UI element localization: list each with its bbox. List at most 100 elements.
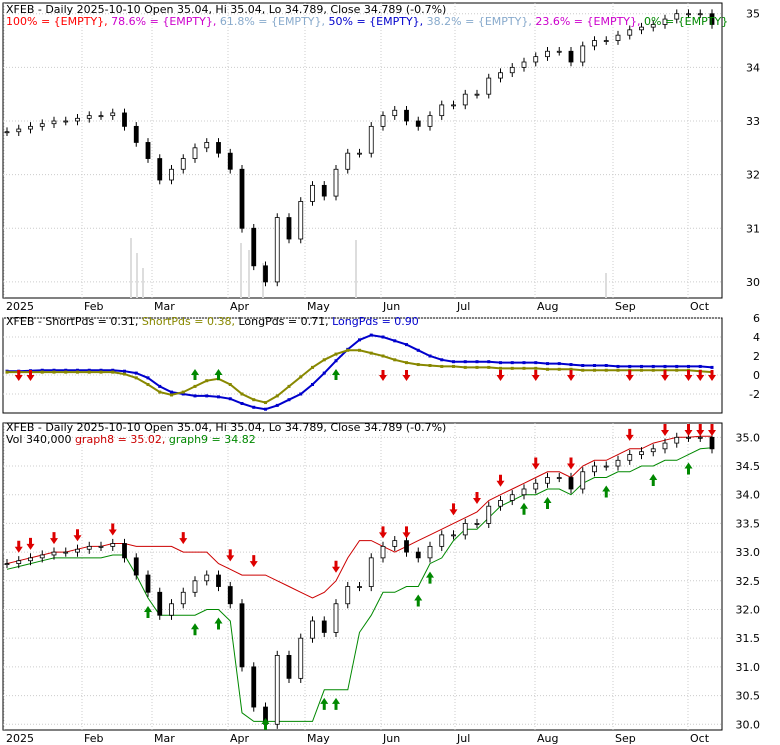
- oscillator-point: [64, 368, 68, 372]
- oscillator-point: [5, 370, 9, 374]
- candle: [427, 115, 433, 127]
- candle: [603, 40, 609, 42]
- legend-entry: 78.6% = {EMPTY},: [108, 15, 217, 28]
- candle: [98, 545, 104, 548]
- candle: [180, 591, 186, 605]
- candle: [310, 184, 315, 202]
- oscillator-point: [76, 368, 79, 372]
- oscillator-point: [522, 366, 526, 370]
- signal-candles: [4, 432, 715, 729]
- oscillator-point: [334, 359, 338, 363]
- x-tick-label: May: [307, 300, 330, 313]
- oscillator-point: [534, 361, 538, 365]
- sell-arrow: [449, 503, 458, 516]
- sell-arrow: [26, 537, 35, 550]
- x-tick-label: Oct: [690, 300, 710, 313]
- volume-bar: [262, 263, 264, 298]
- candle: [474, 523, 480, 525]
- oscillator-point: [569, 363, 573, 367]
- oscillator-point: [616, 368, 620, 372]
- oscillator-point: [475, 365, 479, 369]
- candle: [239, 603, 245, 668]
- candle: [321, 184, 327, 197]
- x-tick-label: Apr: [230, 300, 250, 313]
- signal-legend: XFEB - Daily 2025-10-10 Open 35.04, Hi 3…: [6, 421, 446, 434]
- volume-bar: [248, 250, 250, 298]
- candle: [133, 557, 139, 576]
- oscillator-point: [381, 335, 385, 339]
- candle: [462, 93, 468, 106]
- legend-entry: graph8 = 35.02,: [71, 433, 165, 446]
- volume-bar: [136, 253, 138, 298]
- oscillator-point: [440, 358, 444, 362]
- price-gridlines: [3, 3, 722, 298]
- candle: [592, 465, 597, 473]
- candle: [39, 554, 45, 559]
- buy-arrow: [261, 718, 270, 730]
- candle: [274, 655, 280, 725]
- y-tick-label: 33.5: [736, 517, 761, 530]
- y-tick-label: 34: [746, 61, 760, 74]
- oscillator-point: [299, 392, 303, 396]
- oscillator-point: [146, 376, 150, 380]
- oscillator-point: [99, 368, 103, 372]
- oscillator-point: [193, 384, 197, 388]
- oscillator-point: [228, 397, 232, 401]
- oscillator-legend: XFEB - ShortPds = 0.31, ShortPds = 0.38,…: [6, 315, 419, 328]
- oscillator-point: [557, 362, 561, 366]
- candle: [686, 436, 691, 439]
- oscillator-point: [252, 405, 256, 409]
- sell-arrow: [26, 370, 35, 381]
- volume-bar: [240, 243, 242, 298]
- sell-arrow: [531, 370, 540, 381]
- oscillator-point: [123, 372, 126, 376]
- oscillator-point: [510, 361, 514, 365]
- sell-arrow: [708, 424, 716, 436]
- oscillator-point: [640, 364, 643, 368]
- signal-gridlines: [3, 423, 722, 730]
- candle: [274, 217, 280, 283]
- oscillator-point: [393, 339, 397, 343]
- candle: [697, 436, 703, 439]
- candle: [239, 168, 245, 229]
- candle: [357, 586, 362, 588]
- price-y-tick-labels: 30 31 32 33 34 35: [746, 8, 760, 289]
- candle: [556, 50, 562, 53]
- oscillator-point: [416, 363, 420, 367]
- sell-arrow: [567, 457, 575, 470]
- candle: [603, 465, 609, 468]
- oscillator-point: [311, 383, 314, 386]
- sell-arrow: [402, 526, 411, 539]
- signal-x-tick-labels: 2025 Feb Mar Apr May Jun Jul Aug Sep Oct: [6, 732, 710, 745]
- buy-arrow: [191, 623, 199, 636]
- x-tick-label: May: [307, 732, 330, 745]
- candle: [674, 436, 680, 444]
- oscillator-point: [428, 364, 432, 367]
- oscillator-point: [546, 367, 549, 371]
- buy-arrow: [332, 697, 340, 710]
- oscillator-point: [275, 394, 279, 398]
- oscillator-point: [393, 358, 397, 362]
- oscillator-point: [675, 364, 679, 368]
- candle: [28, 557, 33, 562]
- candle: [439, 104, 445, 117]
- sell-arrow: [332, 560, 340, 573]
- oscillator-point: [205, 394, 209, 398]
- candle: [39, 123, 45, 127]
- legend-entry: XFEB - ShortPds = 0.31,: [6, 315, 138, 328]
- oscillator-signal-arrows: [14, 369, 716, 381]
- legend-entry: LongPds = 0.90: [329, 315, 419, 328]
- y-tick-label: 34.5: [736, 460, 761, 473]
- y-tick-label: 33: [746, 115, 760, 128]
- candle: [427, 545, 433, 559]
- oscillator-panel: 6 4 2 0 -2 XFEB - ShortPds = 0.31, ShortPds …: [2, 312, 760, 414]
- y-tick-label: 35.0: [736, 431, 761, 444]
- oscillator-point: [475, 360, 479, 364]
- oscillator-point: [581, 364, 585, 367]
- price-volume-bars: [130, 238, 607, 298]
- legend-entry: graph9 = 34.82: [165, 433, 255, 446]
- oscillator-point: [510, 366, 514, 370]
- candle: [169, 603, 174, 616]
- candle: [28, 125, 33, 130]
